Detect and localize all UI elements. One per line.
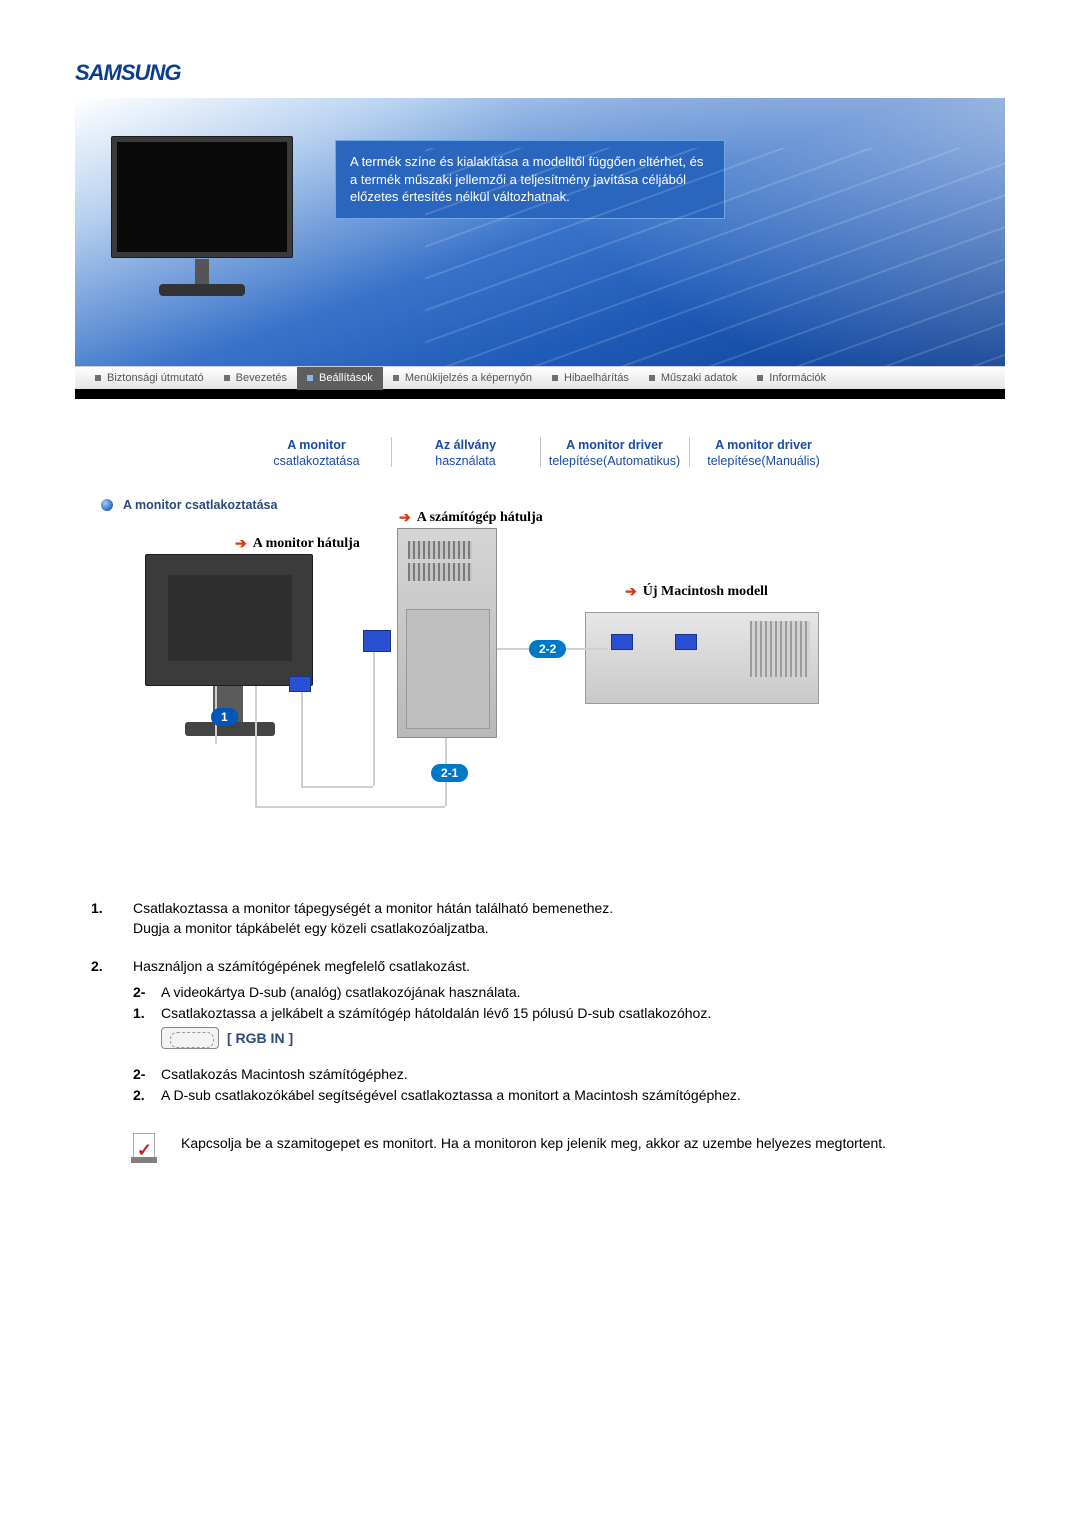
section-tabs: A monitor csatlakoztatása Az állvány has… (75, 437, 1005, 470)
rgb-in-indicator: [ RGB IN ] (161, 1027, 293, 1049)
tab-label-line2: telepítése(Manuális) (694, 453, 834, 469)
cable (255, 806, 445, 808)
nav-label: Műszaki adatok (661, 372, 737, 384)
tab-separator (689, 437, 690, 467)
diagram-label-monitor: ➔A monitor hátulja (235, 536, 360, 553)
substep-2-1: 2- A videokártya D-sub (analóg) csatlako… (133, 982, 1005, 1023)
tab-connect-monitor[interactable]: A monitor csatlakoztatása (247, 437, 387, 470)
substep-tag2: 1. (133, 1003, 161, 1023)
section-title: A monitor csatlakoztatása (123, 498, 277, 512)
step-2: 2. Használjon a számítógépének megfelelő… (91, 956, 1005, 1105)
tab-separator (540, 437, 541, 467)
diagram-mac-port1 (611, 634, 633, 650)
diagram-pc-tower (397, 528, 497, 738)
nav-item-troubleshoot[interactable]: Hibaelhárítás (542, 367, 639, 390)
dsub-connector-icon (161, 1027, 219, 1049)
diagram-monitor-port (289, 676, 311, 692)
nav-item-setup[interactable]: Beállítások (297, 367, 383, 390)
substep-tag: 2- (133, 982, 161, 1002)
diagram-badge-2-1: 2-1 (431, 764, 468, 782)
tab-label-line2: használata (396, 453, 536, 469)
connection-diagram: ➔A számítógép hátulja ➔A monitor hátulja… (135, 518, 915, 838)
nav-label: Információk (769, 372, 826, 384)
bullet-icon (101, 499, 113, 511)
step-1: 1. Csatlakoztassa a monitor tápegységét … (91, 898, 1005, 939)
arrow-icon: ➔ (399, 510, 411, 527)
substep-text: Csatlakoztassa a jelkábelt a számítógép … (161, 1003, 711, 1023)
section-heading: A monitor csatlakoztatása (101, 498, 1005, 512)
diagram-badge-1: 1 (211, 708, 238, 726)
substep-text: A D-sub csatlakozókábel segítségével csa… (161, 1085, 741, 1105)
nav-item-specs[interactable]: Műszaki adatok (639, 367, 747, 390)
nav-item-safety[interactable]: Biztonsági útmutató (85, 367, 214, 390)
diagram-pc-port (363, 630, 391, 652)
diagram-mac-box (585, 612, 819, 704)
tab-driver-auto[interactable]: A monitor driver telepítése(Automatikus) (545, 437, 685, 470)
instructions: 1. Csatlakoztassa a monitor tápegységét … (91, 898, 1005, 1163)
rgb-in-label: [ RGB IN ] (227, 1028, 293, 1048)
step-text: Csatlakoztassa a monitor tápegységét a m… (133, 898, 1005, 918)
diagram-badge-2-2: 2-2 (529, 640, 566, 658)
step-number: 1. (91, 898, 133, 939)
step-text: Használjon a számítógépének megfelelő cs… (133, 956, 1005, 976)
substep-tag2: 2. (133, 1085, 161, 1105)
tab-label-line1: A monitor driver (545, 437, 685, 453)
nav-item-info[interactable]: Információk (747, 367, 836, 390)
tab-label-line1: A monitor driver (694, 437, 834, 453)
cable (373, 652, 375, 786)
nav-label: Beállítások (319, 372, 373, 384)
check-note-icon: ✓ (131, 1133, 165, 1163)
hero-banner: A termék színe és kialakítása a modelltő… (75, 98, 1005, 366)
cable (301, 786, 373, 788)
tab-use-stand[interactable]: Az állvány használata (396, 437, 536, 470)
step-number: 2. (91, 956, 133, 1105)
tab-label-line2: csatlakoztatása (247, 453, 387, 469)
substep-2-2: 2- Csatlakozás Macintosh számítógéphez. … (133, 1064, 1005, 1105)
samsung-logo: SAMSUNG (75, 60, 180, 86)
tab-label-line1: A monitor (247, 437, 387, 453)
diagram-label-mac: ➔Új Macintosh modell (625, 584, 768, 601)
banner-monitor-image (103, 116, 299, 312)
final-note: ✓ Kapcsolja be a szamitogepet es monitor… (131, 1133, 1005, 1163)
nav-item-osd[interactable]: Menükijelzés a képernyőn (383, 367, 542, 390)
main-nav: Biztonsági útmutató Bevezetés Beállításo… (75, 366, 1005, 389)
arrow-icon: ➔ (625, 584, 637, 601)
substep-tag: 2- (133, 1064, 161, 1084)
nav-item-intro[interactable]: Bevezetés (214, 367, 297, 390)
step-text: Dugja a monitor tápkábelét egy közeli cs… (133, 918, 1005, 938)
diagram-monitor-back (145, 554, 313, 686)
diagram-mac-port2 (675, 634, 697, 650)
tab-label-line2: telepítése(Automatikus) (545, 453, 685, 469)
tab-separator (391, 437, 392, 467)
substep-text: A videokártya D-sub (analóg) csatlakozój… (161, 982, 521, 1002)
nav-label: Biztonsági útmutató (107, 372, 204, 384)
final-note-text: Kapcsolja be a szamitogepet es monitort.… (181, 1133, 886, 1163)
arrow-icon: ➔ (235, 536, 247, 553)
diagram-label-pc: ➔A számítógép hátulja (399, 510, 543, 527)
nav-shadow (75, 389, 1005, 399)
nav-label: Bevezetés (236, 372, 287, 384)
cable (301, 692, 303, 786)
banner-callout-text: A termék színe és kialakítása a modelltő… (335, 140, 725, 219)
tab-label-line1: Az állvány (396, 437, 536, 453)
nav-label: Menükijelzés a képernyőn (405, 372, 532, 384)
cable (255, 686, 257, 806)
substep-text: Csatlakozás Macintosh számítógéphez. (161, 1064, 408, 1084)
logo-bar: SAMSUNG (75, 60, 1005, 86)
nav-label: Hibaelhárítás (564, 372, 629, 384)
tab-driver-manual[interactable]: A monitor driver telepítése(Manuális) (694, 437, 834, 470)
